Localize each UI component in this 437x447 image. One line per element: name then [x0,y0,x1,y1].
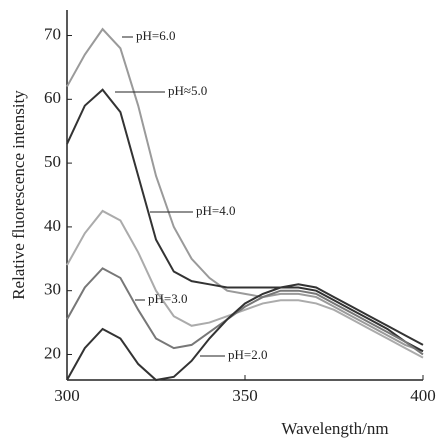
series-line [66,27,424,353]
x-axis-title: Wavelength/nm [281,419,388,438]
series-label: pH=3.0 [148,291,187,306]
y-tick-label: 40 [44,216,61,235]
series-label: pH=6.0 [136,28,175,43]
series-line [66,88,424,353]
x-tick-label: 400 [410,386,436,405]
y-axis-title: Relative fluorescence intensity [9,90,28,300]
series-label: pH=4.0 [196,203,235,218]
series-label: pH=2.0 [228,347,267,362]
series-line [66,209,424,359]
series-line [66,283,424,382]
x-tick-label: 350 [232,386,258,405]
y-tick-label: 30 [44,280,61,299]
y-tick-label: 70 [44,24,61,43]
y-tick-label: 50 [44,152,61,171]
series-label: pH≈5.0 [168,83,207,98]
y-tick-label: 60 [44,88,61,107]
x-tick-label: 300 [54,386,80,405]
y-tick-label: 20 [44,343,61,362]
series-line [66,267,424,356]
